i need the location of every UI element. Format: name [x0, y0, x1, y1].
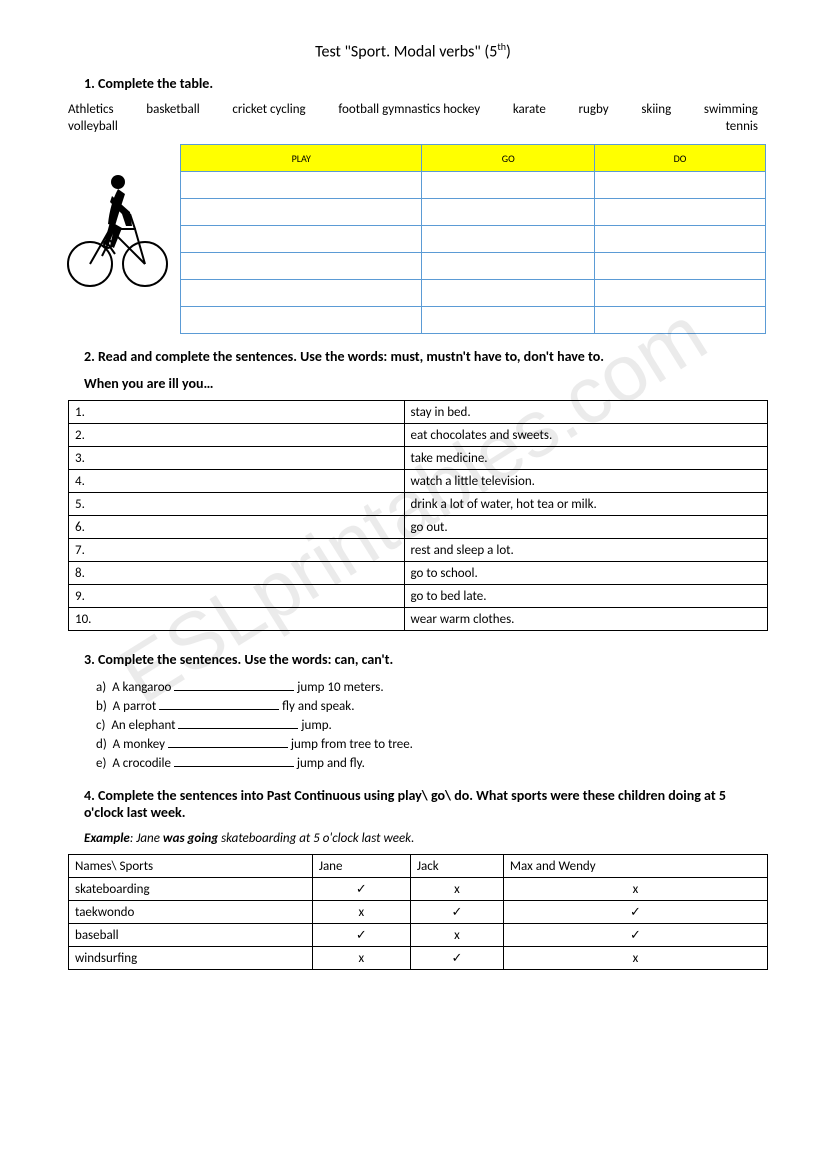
q1-section: PLAY GO DO — [60, 144, 766, 334]
table-row — [181, 172, 766, 199]
table-row — [181, 307, 766, 334]
cell-num: 5. — [69, 493, 405, 516]
table-header: DO — [595, 145, 766, 172]
cell-sport: taekwondo — [69, 901, 313, 924]
table-row: 6.go out. — [69, 516, 768, 539]
cell-text: watch a little television. — [404, 470, 767, 493]
cell-mark: ✓ — [312, 924, 410, 947]
cell-mark: ✓ — [503, 924, 767, 947]
cell-num: 7. — [69, 539, 405, 562]
cell-mark: ✓ — [410, 901, 503, 924]
q4-example: Example: Jane was going skateboarding at… — [84, 831, 766, 846]
table-row: 3.take medicine. — [69, 447, 768, 470]
list-item: c) An elephant jump. — [96, 716, 766, 733]
play-go-do-table: PLAY GO DO — [180, 144, 766, 334]
table-header: Names\ Sports — [69, 855, 313, 878]
q4-instruction: 4. Complete the sentences into Past Cont… — [84, 787, 766, 821]
q1-instruction: 1. Complete the table. — [84, 75, 766, 92]
q2-instruction: 2. Read and complete the sentences. Use … — [84, 348, 766, 365]
word: basketball — [146, 102, 199, 117]
table-row: 2.eat chocolates and sweets. — [69, 424, 768, 447]
cell-mark: ✓ — [503, 901, 767, 924]
cell-mark: ✓ — [410, 947, 503, 970]
word: volleyball — [68, 119, 118, 134]
table-row: skateboarding ✓ x x — [69, 878, 768, 901]
cell-mark: x — [503, 878, 767, 901]
cell-num: 10. — [69, 608, 405, 631]
cell-num: 1. — [69, 401, 405, 424]
table-row: 9.go to bed late. — [69, 585, 768, 608]
title-suffix: ) — [506, 42, 511, 61]
cell-text: take medicine. — [404, 447, 767, 470]
table-row: taekwondo x ✓ ✓ — [69, 901, 768, 924]
table-row: baseball ✓ x ✓ — [69, 924, 768, 947]
cell-mark: x — [503, 947, 767, 970]
list-item: a) A kangaroo jump 10 meters. — [96, 678, 766, 695]
q2-table: 1.stay in bed. 2.eat chocolates and swee… — [68, 400, 768, 631]
table-row: windsurfing x ✓ x — [69, 947, 768, 970]
cell-num: 4. — [69, 470, 405, 493]
word: skiing — [641, 102, 671, 117]
cell-text: go to school. — [404, 562, 767, 585]
cell-text: stay in bed. — [404, 401, 767, 424]
word: rugby — [579, 102, 609, 117]
table-row: 7.rest and sleep a lot. — [69, 539, 768, 562]
cell-mark: ✓ — [312, 878, 410, 901]
word: swimming — [704, 102, 758, 117]
cell-num: 8. — [69, 562, 405, 585]
cyclist-icon — [60, 144, 170, 294]
table-header: Max and Wendy — [503, 855, 767, 878]
table-row: 10.wear warm clothes. — [69, 608, 768, 631]
title-sup: th — [497, 40, 506, 53]
table-row — [181, 280, 766, 307]
table-header: Jack — [410, 855, 503, 878]
q1-wordbank-row1: Athletics basketball cricket cycling foo… — [68, 102, 758, 117]
word: tennis — [726, 119, 758, 134]
table-row: Names\ Sports Jane Jack Max and Wendy — [69, 855, 768, 878]
cell-num: 3. — [69, 447, 405, 470]
list-item: e) A crocodile jump and fly. — [96, 754, 766, 771]
word: Athletics — [68, 102, 114, 117]
cell-num: 6. — [69, 516, 405, 539]
q2-subhead: When you are ill you… — [84, 375, 766, 392]
table-row: 5.drink a lot of water, hot tea or milk. — [69, 493, 768, 516]
q3-instruction: 3. Complete the sentences. Use the words… — [84, 651, 766, 668]
table-row — [181, 253, 766, 280]
cell-mark: x — [410, 878, 503, 901]
cell-text: rest and sleep a lot. — [404, 539, 767, 562]
cell-text: eat chocolates and sweets. — [404, 424, 767, 447]
table-row — [181, 226, 766, 253]
word: football gymnastics hockey — [338, 102, 480, 117]
page-title: Test "Sport. Modal verbs" (5th) — [60, 40, 766, 61]
table-row: 8.go to school. — [69, 562, 768, 585]
cell-sport: baseball — [69, 924, 313, 947]
cell-text: wear warm clothes. — [404, 608, 767, 631]
table-row: 1.stay in bed. — [69, 401, 768, 424]
cell-sport: skateboarding — [69, 878, 313, 901]
q3-list: a) A kangaroo jump 10 meters. b) A parro… — [96, 678, 766, 771]
list-item: d) A monkey jump from tree to tree. — [96, 735, 766, 752]
table-header: Jane — [312, 855, 410, 878]
q1-wordbank-row2: volleyball tennis — [68, 119, 758, 134]
cell-sport: windsurfing — [69, 947, 313, 970]
table-header: GO — [422, 145, 595, 172]
table-row — [181, 199, 766, 226]
word: karate — [513, 102, 546, 117]
q4-table: Names\ Sports Jane Jack Max and Wendy sk… — [68, 854, 768, 970]
cell-num: 2. — [69, 424, 405, 447]
cell-mark: x — [312, 901, 410, 924]
cell-text: drink a lot of water, hot tea or milk. — [404, 493, 767, 516]
table-header: PLAY — [181, 145, 422, 172]
cell-text: go out. — [404, 516, 767, 539]
cell-num: 9. — [69, 585, 405, 608]
cell-text: go to bed late. — [404, 585, 767, 608]
table-row: 4.watch a little television. — [69, 470, 768, 493]
cell-mark: x — [312, 947, 410, 970]
word: cricket cycling — [232, 102, 305, 117]
list-item: b) A parrot fly and speak. — [96, 697, 766, 714]
cell-mark: x — [410, 924, 503, 947]
title-prefix: Test "Sport. Modal verbs" (5 — [315, 42, 497, 61]
